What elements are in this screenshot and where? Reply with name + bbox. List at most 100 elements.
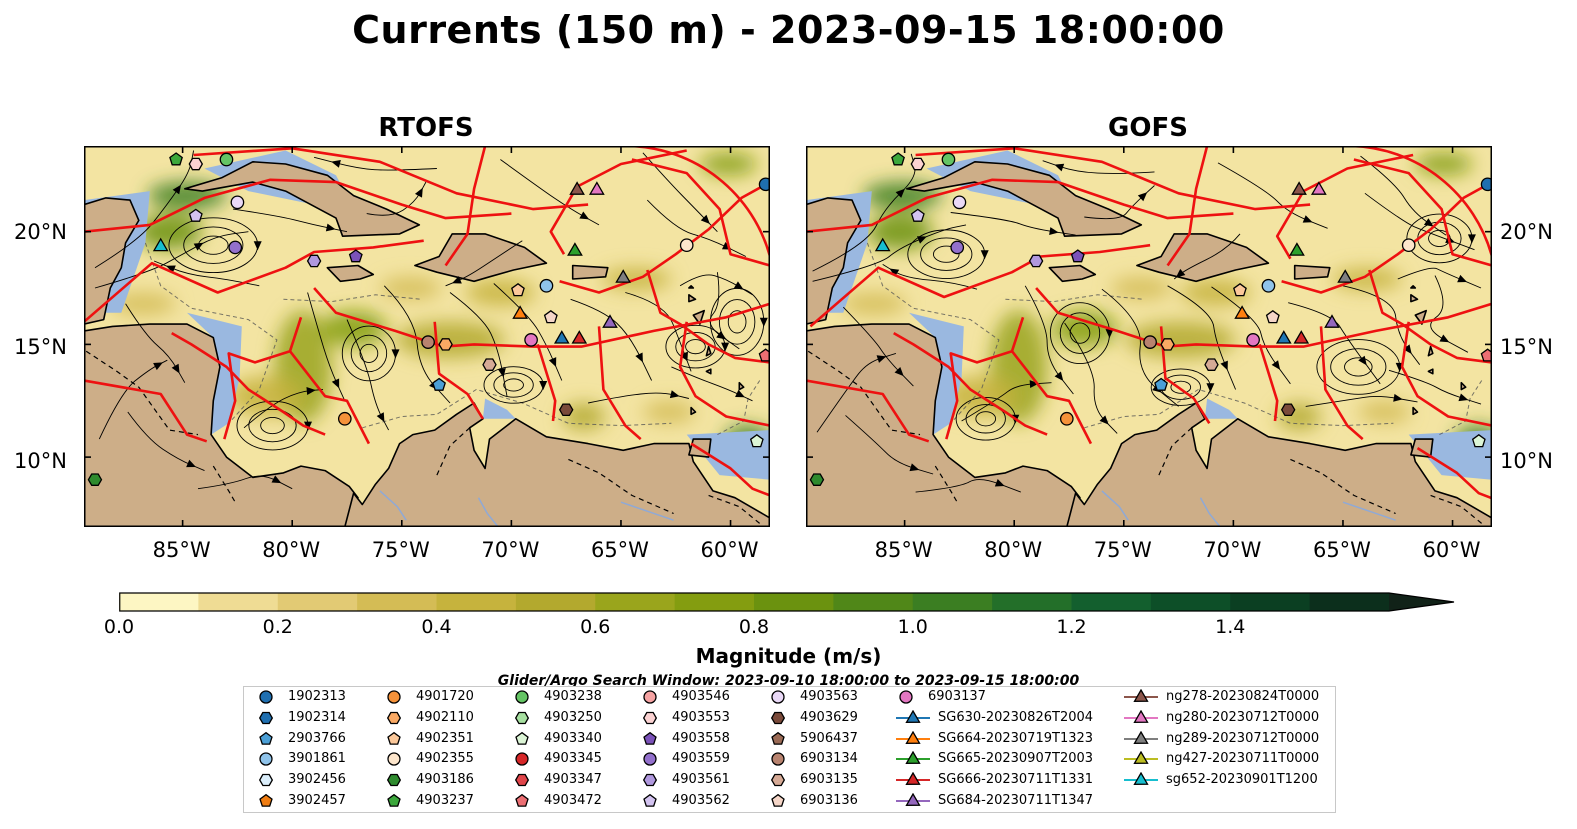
legend-label: 4901720 (416, 689, 474, 704)
eddy-streamline (359, 343, 379, 363)
land-mass (705, 345, 712, 357)
legend-marker-shape (905, 730, 921, 744)
legend-marker (514, 774, 530, 787)
eez-boundary-line (1353, 158, 1492, 267)
streamline (307, 292, 346, 401)
observation-marker (1324, 314, 1340, 328)
legend-label: 4903562 (672, 793, 730, 808)
legend-marker (896, 772, 930, 786)
legend-label: 6903136 (800, 793, 858, 808)
streamline-arrow (331, 378, 340, 389)
eez-boundary-line (433, 321, 485, 420)
legend-label: 2903766 (288, 730, 346, 746)
observation-marker (679, 238, 694, 253)
observation-marker (569, 181, 585, 195)
legend-marker-shape (386, 711, 402, 724)
legend-label: 6903134 (800, 751, 858, 767)
observation-marker (1265, 309, 1280, 324)
land-mass (738, 381, 745, 391)
eez-boundary-line (806, 178, 1234, 233)
river (1199, 497, 1221, 527)
observation-marker (1280, 403, 1296, 417)
observation-marker (758, 348, 770, 362)
legend-marker (1124, 751, 1158, 765)
colorbar-tick-label: 0.0 (103, 616, 135, 638)
streamline (812, 153, 916, 272)
legend-marker-shape (771, 731, 785, 745)
colorbar-segment (754, 593, 834, 611)
legend-marker (515, 690, 529, 704)
streamline (1388, 369, 1482, 405)
observation-marker (1480, 177, 1492, 192)
eez-boundary-line (646, 269, 770, 364)
legend-marker-shape (515, 731, 529, 745)
eez-boundary-arc (629, 146, 770, 257)
colorbar-tick-label: 1.0 (897, 616, 928, 638)
streamline-arrow (1358, 355, 1367, 366)
streamline (98, 359, 168, 440)
eez-boundary-line (690, 442, 770, 497)
streamline-arrow (994, 479, 1005, 487)
observation-marker (1234, 305, 1251, 319)
streamline (500, 159, 600, 226)
streamline (493, 283, 563, 381)
observation-marker (306, 254, 322, 268)
current-hotspot (841, 292, 907, 316)
depth-contour (283, 294, 422, 303)
observation-marker (539, 278, 554, 293)
legend-marker-shape (905, 793, 921, 806)
colorbar-tick-label: 0.8 (738, 616, 770, 638)
streamline (642, 152, 718, 233)
legend-marker (387, 690, 401, 704)
legend-marker (259, 690, 273, 704)
observation-marker (438, 338, 453, 351)
observation-marker (809, 473, 825, 486)
streamline-arrow (304, 421, 312, 431)
legend-marker (259, 793, 273, 807)
eddy-streamline (248, 408, 297, 443)
lat-tick-label: 20°N (1500, 220, 1553, 244)
observation-marker (337, 411, 352, 426)
streamline (1397, 267, 1482, 289)
streamline (1101, 288, 1179, 407)
eddy-streamline (1330, 348, 1387, 386)
observation-marker (1480, 348, 1492, 362)
current-hotspot (110, 292, 177, 316)
legend-marker (771, 793, 785, 807)
current-hotspot (1332, 267, 1403, 291)
streamline-arrow (1137, 192, 1148, 202)
eddy-streamline (503, 378, 524, 392)
colorbar (119, 592, 1455, 612)
panel-title-rtofs: RTOFS (378, 113, 474, 143)
lat-tick-label: 10°N (14, 449, 67, 473)
legend-marker (259, 752, 273, 767)
eez-boundary-line (313, 287, 770, 348)
eddy-streamline (1059, 312, 1101, 354)
current-hotspot (1415, 152, 1473, 176)
legend-marker-shape (514, 711, 530, 724)
colorbar-segment (198, 593, 279, 611)
colorbar-tick-label: 1.2 (1056, 616, 1087, 638)
observation-marker (874, 237, 891, 252)
map-frame (806, 146, 1492, 527)
observation-marker (910, 208, 925, 222)
land-mass (1460, 381, 1467, 391)
streamline (346, 319, 389, 431)
observation-marker (1160, 338, 1175, 351)
observation-marker (1246, 333, 1260, 347)
legend-label: 3902457 (288, 793, 346, 808)
streamline-arrow (1049, 227, 1059, 236)
streamline (1305, 396, 1418, 407)
current-hotspot (642, 400, 696, 424)
observation-marker (952, 195, 967, 210)
legend-label: 4903237 (416, 793, 474, 808)
streamline-arrow (1054, 371, 1064, 382)
streamline-arrow (186, 459, 196, 468)
legend-label: 4903546 (672, 689, 730, 704)
depth-contour (144, 242, 278, 422)
country-border (708, 494, 762, 526)
eez-boundary-line (536, 344, 557, 422)
river (620, 501, 674, 521)
observation-marker (512, 305, 529, 319)
legend-marker (642, 711, 658, 724)
